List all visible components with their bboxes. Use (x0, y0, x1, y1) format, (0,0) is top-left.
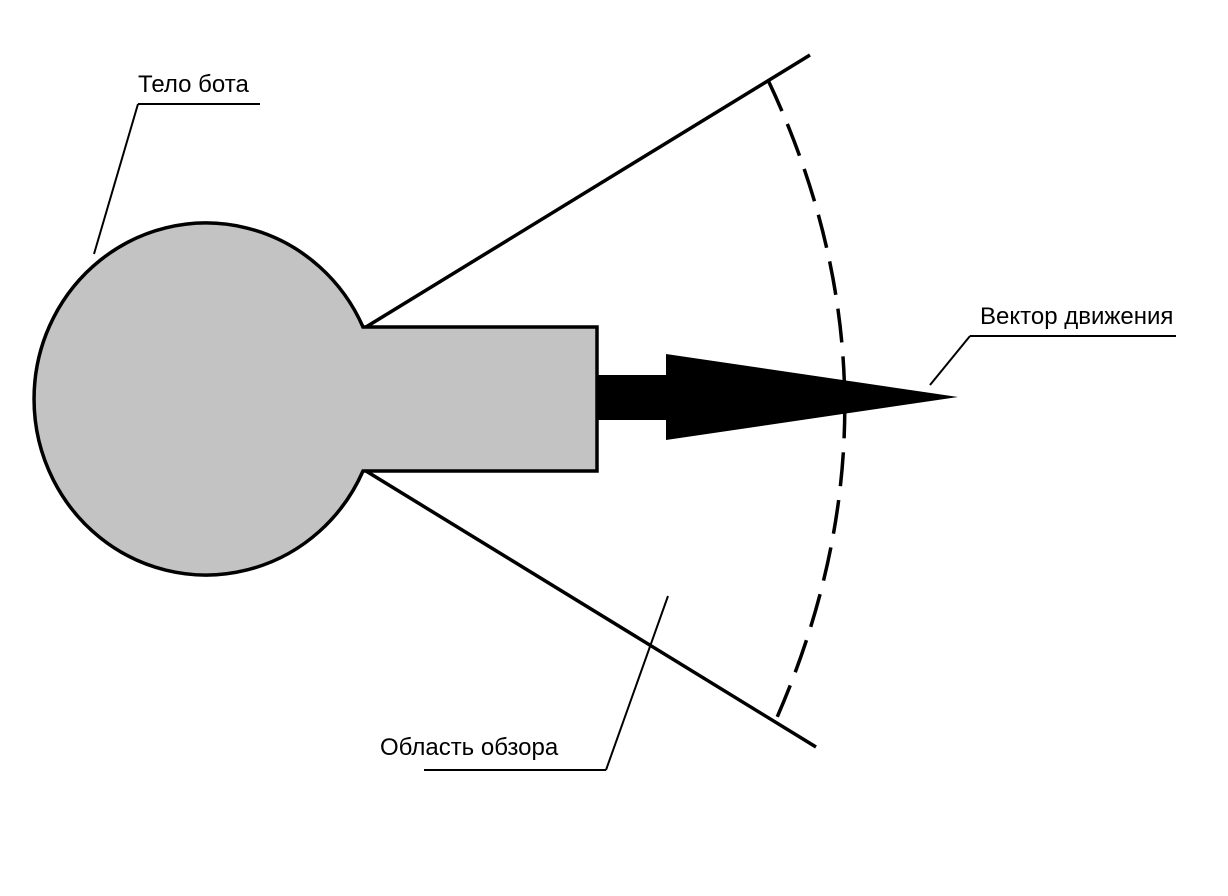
view-boundary-lower (365, 469, 817, 749)
vector-arrow-shaft (597, 375, 669, 420)
view-range-arc (766, 79, 847, 723)
view-boundary-upper (365, 53, 811, 329)
bot-body (32, 221, 599, 577)
view-area-leader (424, 595, 669, 771)
label-bot-body: Тело бота (138, 71, 249, 98)
vector-arrow-head (666, 354, 958, 440)
label-view-area: Область обзора (380, 734, 559, 761)
vector-leader (929, 335, 1176, 386)
body-leader (93, 103, 260, 255)
label-movement-vector: Вектор движения (980, 303, 1173, 330)
